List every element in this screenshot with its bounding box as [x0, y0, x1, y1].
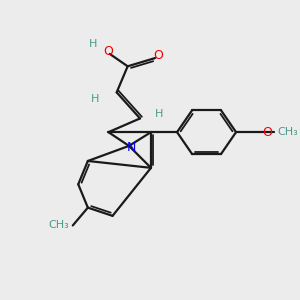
- Text: O: O: [153, 49, 163, 62]
- Text: H: H: [89, 39, 98, 49]
- Text: H: H: [91, 94, 99, 104]
- Text: H: H: [155, 109, 164, 119]
- Text: CH₃: CH₃: [48, 220, 69, 230]
- Text: O: O: [103, 45, 113, 58]
- Text: CH₃: CH₃: [277, 127, 298, 137]
- Text: O: O: [262, 126, 272, 139]
- Text: N: N: [127, 141, 136, 154]
